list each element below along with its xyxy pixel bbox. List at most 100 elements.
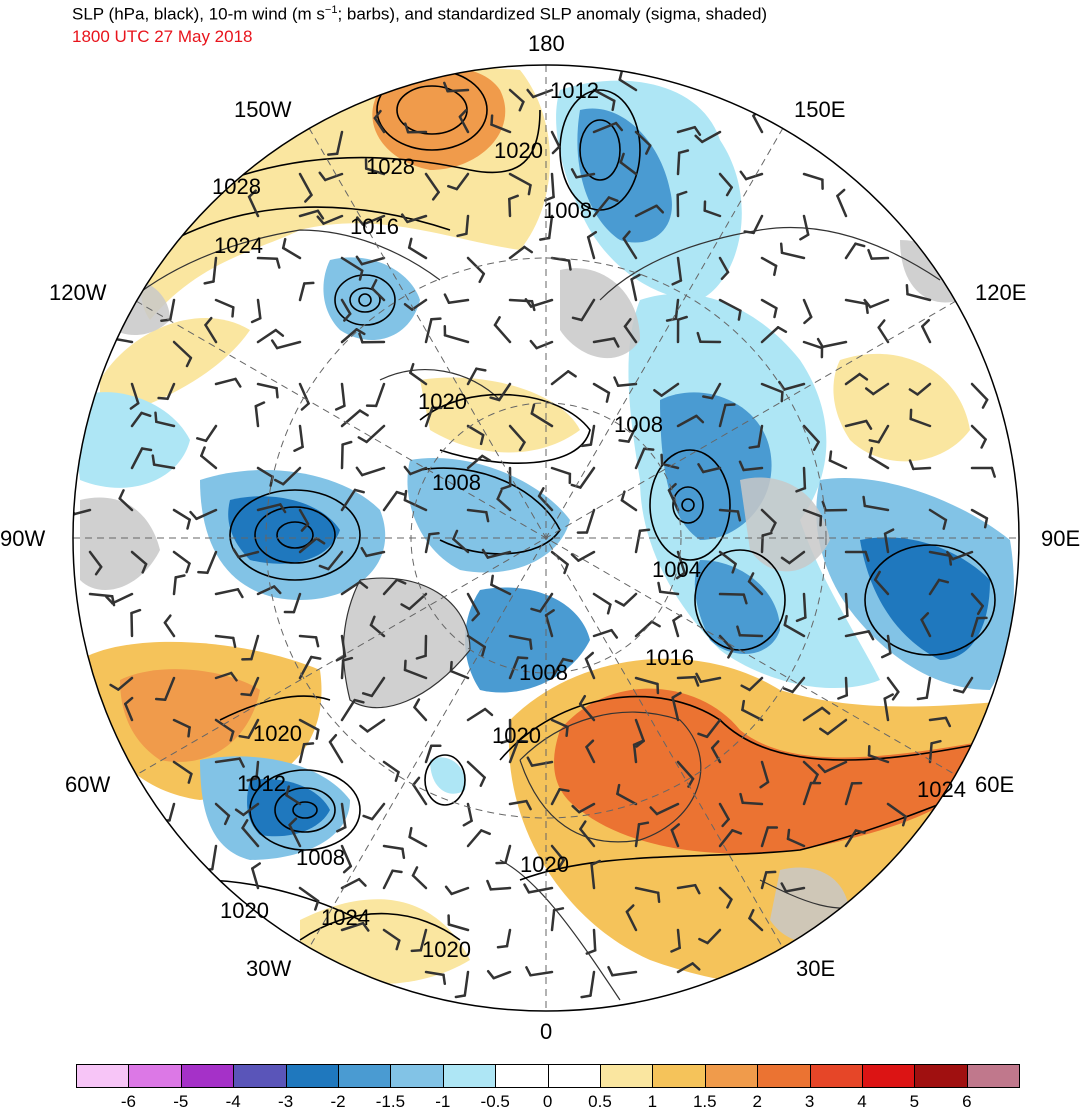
wind-barb-flag — [358, 409, 369, 417]
wind-barb — [424, 533, 431, 554]
wind-barb-flag — [691, 962, 701, 971]
lon-label-150w: 150W — [234, 97, 292, 122]
wind-barb — [844, 372, 861, 386]
wind-barb — [757, 424, 764, 448]
wind-barb — [584, 657, 596, 680]
colorbar-tick-label: 5 — [909, 1092, 920, 1111]
wind-barb-flag — [186, 518, 191, 530]
wind-barb — [382, 490, 399, 512]
wind-barb — [920, 618, 932, 638]
wind-barb-flag — [343, 312, 352, 322]
wind-barb — [883, 697, 890, 722]
wind-barb-flag — [537, 487, 545, 498]
isobar-label: 1004 — [652, 557, 701, 582]
wind-barb — [361, 214, 386, 226]
wind-barb — [550, 908, 556, 932]
wind-barb-flag — [877, 319, 886, 329]
wind-barb-flag — [567, 259, 572, 271]
wind-barb-flag — [748, 445, 760, 449]
wind-barb-flag — [401, 847, 406, 860]
wind-barb-flag — [571, 316, 583, 322]
wind-barb — [802, 508, 823, 518]
wind-barb-flag — [481, 548, 490, 559]
wind-barb — [634, 130, 652, 147]
wind-barb — [619, 161, 638, 176]
wind-barb — [592, 928, 597, 952]
wind-barb — [710, 382, 722, 400]
wind-barb — [424, 744, 433, 764]
wind-barb — [589, 970, 596, 997]
wind-barb — [535, 340, 554, 350]
wind-barb — [627, 424, 638, 443]
wind-barb — [550, 844, 565, 862]
wind-barb — [466, 634, 486, 649]
wind-barb-flag — [607, 196, 619, 203]
wind-barb — [447, 923, 470, 932]
wind-barb — [700, 130, 722, 144]
wind-barb-flag — [369, 615, 376, 627]
wind-barb-flag — [721, 817, 730, 828]
wind-barb-flag — [204, 316, 213, 327]
wind-barb — [424, 970, 445, 977]
colorbar-tick-label: -5 — [173, 1092, 189, 1111]
isobar-label: 1020 — [520, 852, 569, 877]
wind-barb — [409, 466, 428, 476]
isobar-label: 1020 — [418, 389, 467, 414]
wind-barb — [802, 781, 813, 806]
isobar-label: 1020 — [253, 721, 302, 746]
valid-time: 1800 UTC 27 May 2018 — [72, 27, 253, 46]
wind-barb — [340, 256, 364, 272]
wind-barb — [298, 172, 313, 197]
wind-barb-flag — [315, 728, 320, 740]
wind-barb — [163, 676, 176, 701]
wind-barb-flag — [428, 532, 440, 536]
wind-barb-flag — [630, 273, 641, 281]
wind-barb — [256, 382, 278, 390]
wind-barb — [844, 630, 870, 638]
wind-barb — [370, 676, 386, 698]
wind-barb — [340, 409, 362, 428]
wind-barb — [206, 550, 218, 575]
wind-barb-flag — [304, 193, 313, 203]
wind-barb-flag — [353, 488, 365, 494]
wind-barb — [783, 623, 806, 638]
wind-barb — [340, 443, 344, 470]
wind-barb-flag — [820, 706, 831, 715]
wind-barb — [844, 592, 849, 617]
wind-barb-flag — [236, 588, 244, 599]
wind-barb — [718, 886, 733, 901]
wind-barb — [710, 746, 722, 764]
wind-barb — [508, 739, 520, 764]
wind-barb-flag — [443, 81, 449, 93]
wind-barb-flag — [921, 318, 931, 328]
wind-barb-flag — [776, 326, 788, 334]
colorbar-swatch — [862, 1064, 916, 1088]
wind-barb-flag — [880, 652, 892, 659]
wind-barb-flag — [275, 386, 279, 399]
wind-barb — [298, 718, 320, 732]
wind-barb-flag — [493, 316, 501, 327]
wind-barb — [625, 910, 638, 932]
wind-barb-flag — [293, 445, 304, 452]
wind-barb-flag — [737, 309, 742, 321]
colorbar-swatch — [914, 1064, 968, 1088]
wind-barb — [844, 419, 868, 428]
wind-barb-flag — [812, 440, 820, 452]
wind-barb-flag — [693, 125, 702, 136]
wind-barb-flag — [586, 230, 598, 239]
wind-barb — [622, 237, 638, 260]
wind-barb — [844, 829, 858, 848]
wind-barb — [508, 298, 534, 303]
wind-barb — [634, 886, 660, 895]
wind-barb-flag — [862, 495, 867, 508]
wind-barb — [443, 334, 470, 344]
wind-barb-flag — [130, 608, 142, 615]
wind-barb-flag — [743, 230, 755, 235]
wind-barb — [928, 742, 933, 764]
wind-barb-flag — [637, 821, 650, 826]
wind-barb — [117, 676, 134, 691]
wind-barb — [256, 503, 282, 512]
wind-barb — [275, 340, 302, 350]
isobar-label: 1020 — [422, 937, 471, 962]
wind-barb-flag — [578, 694, 587, 706]
